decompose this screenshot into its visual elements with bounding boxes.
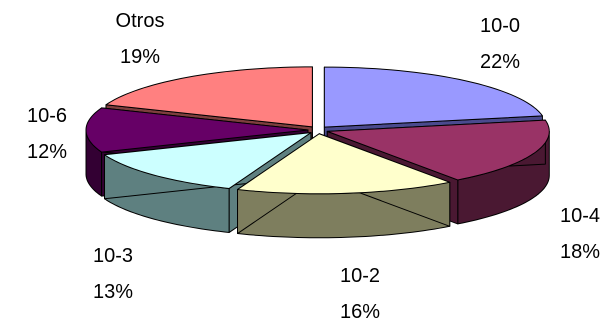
label-value-10-3: 13% [93,281,133,303]
label-category-10-2: 10-2 [340,265,380,287]
label-category-10-0: 10-0 [480,15,520,37]
label-value-10-4: 18% [560,241,600,263]
slice-top-10-6 [85,107,309,153]
labels-layer: 10-0 22% 10-4 18% 10-2 16% 10-3 13% 10-6… [27,10,600,323]
slice-top-otros [105,66,313,128]
label-category-otros: Otros [116,10,165,32]
slice-top-10-0 [323,66,543,128]
label-category-10-4: 10-4 [560,205,600,227]
label-category-10-3: 10-3 [93,245,133,267]
slice-top-10-4 [326,119,550,181]
label-value-10-0: 22% [480,51,520,73]
label-value-10-2: 16% [340,301,380,323]
label-value-10-6: 12% [27,141,67,163]
label-value-otros: 19% [120,46,160,68]
label-category-10-6: 10-6 [27,105,67,127]
slices-layer [85,66,550,239]
slice-top-10-2 [237,133,451,195]
slice-top-10-3 [104,132,312,189]
